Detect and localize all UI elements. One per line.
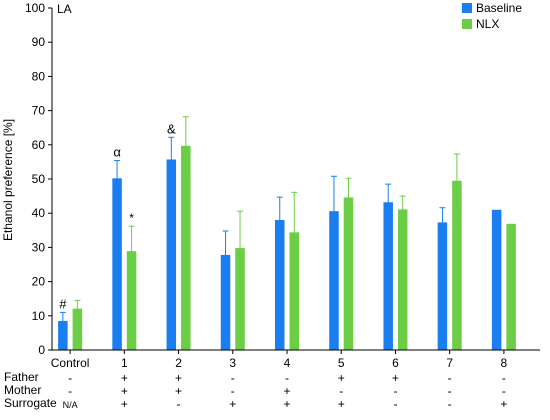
condition-cell: +	[500, 397, 507, 411]
legend-swatch	[462, 19, 472, 29]
legend-label: Baseline	[476, 1, 522, 15]
condition-cell: -	[339, 384, 343, 398]
condition-cell: +	[338, 397, 345, 411]
bar-baseline-3	[220, 254, 231, 350]
x-tick-label: 8	[501, 356, 508, 370]
bar-baseline-6	[383, 202, 393, 350]
y-tick-label: 100	[25, 1, 45, 15]
x-tick-label: 6	[392, 356, 399, 370]
bar-baseline-7	[437, 222, 448, 350]
y-tick-label: 20	[32, 275, 46, 289]
condition-cell: +	[338, 371, 345, 385]
condition-row-label: Father	[4, 370, 39, 384]
condition-cell: -	[502, 384, 506, 398]
condition-cell: -	[285, 371, 289, 385]
y-tick-label: 10	[32, 309, 46, 323]
condition-cell: -	[448, 371, 452, 385]
x-tick-label: 1	[121, 356, 128, 370]
y-tick-label: 50	[32, 172, 46, 186]
legend: Baseline NLX	[462, 1, 522, 31]
condition-cell: +	[121, 384, 128, 398]
bars	[58, 116, 516, 350]
condition-cell: -	[231, 371, 235, 385]
condition-cell: -	[68, 384, 72, 398]
bar-nlx-1	[126, 251, 137, 350]
condition-cell: +	[283, 384, 290, 398]
bar-nlx-8	[506, 223, 516, 350]
condition-cell: -	[393, 384, 397, 398]
x-tick-label: 2	[175, 356, 182, 370]
condition-cell: +	[229, 397, 236, 411]
legend-label: NLX	[476, 17, 499, 31]
condition-cell: -	[231, 384, 235, 398]
y-axis: 0 10 20 30 40 50 60 70 80 90 100	[25, 1, 53, 357]
condition-cell: -	[502, 371, 506, 385]
bar-nlx-7	[452, 180, 462, 350]
y-tick-label: 90	[32, 35, 46, 49]
y-tick-label: 30	[32, 240, 46, 254]
condition-cell: -	[393, 397, 397, 411]
condition-table: Father - + + - - + + - -Mother - + + - + - - - -Surrogate N…	[4, 370, 507, 411]
bar-nlx-3	[235, 248, 245, 350]
x-tick-label: Control	[51, 356, 90, 370]
bar-nlx-5	[343, 197, 354, 350]
condition-cell: +	[283, 397, 290, 411]
bar-baseline-5	[329, 211, 339, 350]
legend-swatch	[462, 3, 472, 13]
y-tick-label: 70	[32, 104, 46, 118]
x-tick-label: 3	[229, 356, 236, 370]
significance-marker: α	[113, 145, 121, 160]
bar-baseline-1	[112, 178, 122, 350]
bar-nlx-control	[72, 308, 83, 350]
bar-baseline-8	[491, 209, 502, 350]
annotations: # α * &	[59, 121, 176, 311]
y-tick-label: 80	[32, 69, 46, 83]
y-tick-label: 0	[38, 343, 45, 357]
condition-cell: -	[177, 397, 181, 411]
bar-nlx-2	[181, 145, 191, 350]
condition-row-label: Mother	[4, 383, 41, 397]
y-axis-label: Ethanol preference [%]	[1, 119, 15, 241]
condition-row-label: Surrogate	[4, 396, 57, 410]
condition-cell: +	[121, 371, 128, 385]
y-tick-label: 40	[32, 206, 46, 220]
condition-cell: +	[175, 384, 182, 398]
x-tick-label: 5	[338, 356, 345, 370]
bar-baseline-2	[166, 159, 177, 350]
condition-cell: +	[175, 371, 182, 385]
significance-marker: *	[129, 211, 134, 225]
condition-cell: -	[448, 384, 452, 398]
condition-cell: -	[448, 397, 452, 411]
bar-baseline-4	[275, 220, 285, 350]
bar-nlx-4	[289, 232, 299, 350]
condition-cell: +	[121, 397, 128, 411]
bar-baseline-control	[58, 320, 68, 350]
bar-nlx-6	[397, 209, 408, 350]
panel-label: LA	[57, 2, 72, 16]
x-tick-label: 4	[284, 356, 291, 370]
x-axis: Control 1 2 3 4 5 6 7 8	[51, 349, 540, 370]
condition-cell: -	[68, 371, 72, 385]
condition-cell: +	[392, 371, 399, 385]
x-tick-label: 7	[446, 356, 453, 370]
condition-cell: N/A	[63, 400, 78, 410]
significance-marker: #	[59, 296, 67, 311]
y-tick-label: 60	[32, 138, 46, 152]
significance-marker: &	[167, 121, 176, 136]
